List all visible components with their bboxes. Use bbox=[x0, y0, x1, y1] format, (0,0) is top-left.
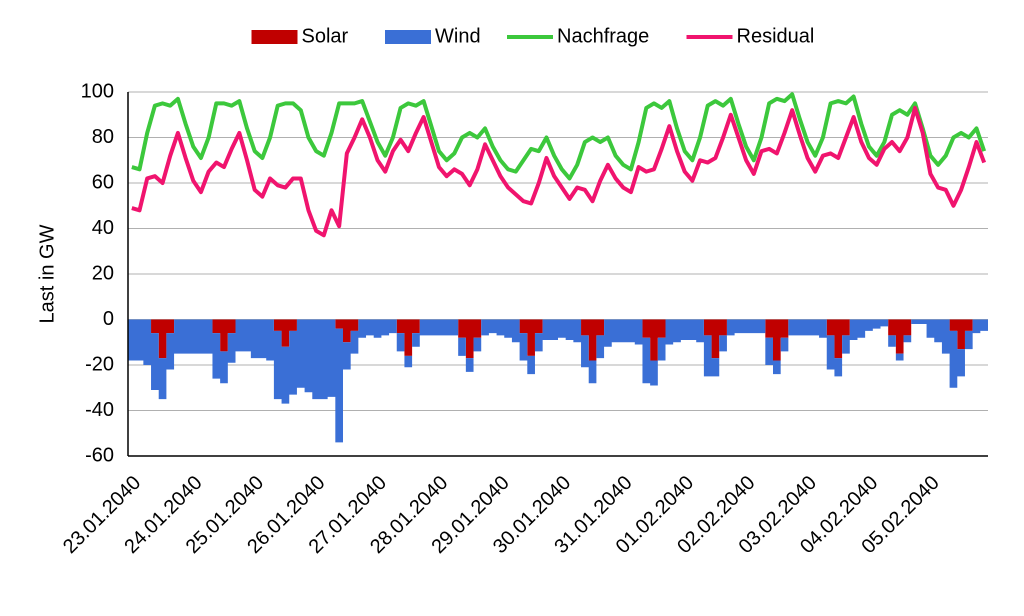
y-tick-label: 40 bbox=[92, 217, 114, 239]
line bbox=[131, 92, 987, 181]
legend-label: Solar bbox=[302, 25, 349, 47]
line bbox=[131, 105, 987, 238]
y-tick-label: 60 bbox=[92, 171, 114, 193]
y-tick-label: -40 bbox=[85, 399, 114, 421]
y-tick-label: 80 bbox=[92, 126, 114, 148]
y-tick-label: 20 bbox=[92, 262, 114, 284]
legend-label: Nachfrage bbox=[557, 25, 649, 47]
y-tick-label: 100 bbox=[81, 80, 114, 102]
y-tick-label: 0 bbox=[103, 308, 114, 330]
y-tick-label: -60 bbox=[85, 444, 114, 466]
legend-label: Wind bbox=[435, 25, 481, 47]
y-axis-label: Last in GW bbox=[36, 224, 58, 323]
legend-swatch bbox=[385, 30, 431, 44]
legend-label: Residual bbox=[737, 25, 815, 47]
area bbox=[128, 319, 988, 443]
y-tick-label: -20 bbox=[85, 353, 114, 375]
legend-swatch bbox=[251, 30, 298, 44]
